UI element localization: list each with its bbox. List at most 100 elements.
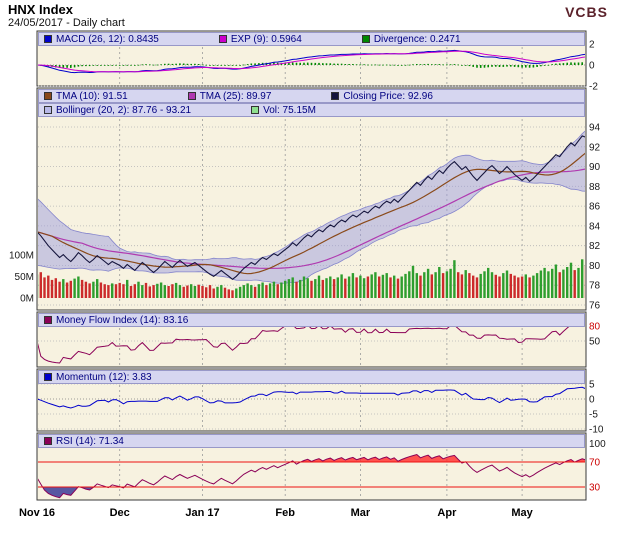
divergence-bar bbox=[269, 62, 271, 65]
divergence-bar bbox=[100, 65, 102, 66]
rsi-series-group bbox=[38, 453, 585, 499]
rsi-line bbox=[38, 453, 585, 499]
divergence-bar bbox=[190, 63, 192, 65]
divergence-bar bbox=[577, 62, 580, 65]
legend-swatch-icon bbox=[44, 437, 52, 445]
divergence-bar bbox=[295, 62, 298, 65]
divergence-bar bbox=[96, 65, 98, 66]
divergence-bar bbox=[419, 64, 422, 65]
volume-bar bbox=[381, 274, 385, 298]
volume-bar bbox=[268, 283, 272, 298]
volume-bar bbox=[577, 267, 580, 298]
legend-label: Divergence: 0.2471 bbox=[373, 33, 461, 45]
volume-bar bbox=[445, 271, 449, 298]
divergence-bar bbox=[543, 65, 546, 66]
divergence-bar bbox=[164, 63, 166, 65]
volume-bar bbox=[434, 272, 437, 298]
y-tick-label: 76 bbox=[589, 301, 601, 312]
volume-bar bbox=[246, 283, 249, 298]
volume-bar bbox=[159, 282, 163, 298]
divergence-bar bbox=[344, 64, 347, 65]
volume-bar bbox=[107, 285, 110, 298]
y-tick-label: 88 bbox=[589, 182, 601, 193]
divergence-bar bbox=[355, 64, 358, 66]
volume-bar bbox=[411, 265, 415, 299]
legend-item: EXP (9): 0.5964 bbox=[218, 34, 302, 45]
legend-label: Momentum (12): 3.83 bbox=[56, 371, 152, 383]
y-tick-label: 5 bbox=[589, 380, 595, 391]
bollinger-band bbox=[38, 131, 585, 284]
y-tick-label: 86 bbox=[589, 202, 601, 213]
divergence-bar bbox=[495, 65, 497, 67]
divergence-bar bbox=[412, 64, 414, 66]
volume-bar bbox=[280, 282, 283, 298]
y-tick-label: 82 bbox=[589, 241, 601, 252]
divergence-bar bbox=[306, 62, 309, 65]
volume-bar bbox=[415, 273, 418, 298]
divergence-bar bbox=[254, 63, 256, 65]
divergence-bar bbox=[491, 65, 493, 67]
volume-bar bbox=[216, 286, 219, 298]
divergence-bar bbox=[340, 63, 343, 65]
divergence-bar bbox=[250, 63, 253, 65]
y-tick-label: 90 bbox=[589, 162, 601, 173]
divergence-bar bbox=[126, 64, 128, 66]
volume-bar bbox=[502, 273, 505, 298]
divergence-bar bbox=[171, 63, 174, 65]
divergence-bar bbox=[205, 64, 207, 66]
divergence-bar bbox=[246, 64, 249, 65]
legend-swatch-icon bbox=[44, 316, 52, 324]
divergence-bar bbox=[284, 62, 286, 65]
y-tick-label: 70 bbox=[589, 458, 601, 469]
legend-label: Bollinger (20, 2): 87.76 - 93.21 bbox=[56, 104, 192, 116]
divergence-bar bbox=[88, 65, 91, 67]
volume-bar bbox=[47, 275, 50, 298]
volume-bar bbox=[291, 277, 294, 298]
divergence-bar bbox=[581, 62, 583, 65]
volume-bar bbox=[366, 276, 370, 298]
volume-bar bbox=[359, 275, 362, 298]
divergence-bar bbox=[111, 65, 113, 66]
volume-bar bbox=[171, 284, 174, 298]
y-tick-label: 0 bbox=[589, 395, 595, 406]
volume-bar bbox=[137, 281, 140, 298]
volume-bar bbox=[551, 268, 554, 298]
divergence-bar bbox=[393, 64, 395, 66]
volume-bar bbox=[317, 275, 321, 298]
volume-bar bbox=[174, 282, 178, 298]
divergence-bar bbox=[382, 64, 384, 66]
y-tick-label: 84 bbox=[589, 221, 601, 232]
volume-bar bbox=[385, 273, 388, 298]
y-tick-label: -5 bbox=[589, 410, 598, 421]
y-tick-label: 0 bbox=[589, 61, 595, 72]
x-tick-label: Nov 16 bbox=[19, 507, 55, 519]
volume-bar bbox=[336, 277, 339, 298]
volume-bar bbox=[96, 279, 99, 298]
x-tick-label: Jan 17 bbox=[185, 507, 219, 519]
divergence-bar bbox=[566, 62, 568, 65]
volume-bar bbox=[378, 276, 381, 298]
legend-swatch-icon bbox=[331, 92, 340, 100]
volume-bar bbox=[498, 276, 501, 298]
volume-bar bbox=[441, 273, 445, 298]
volume-bar bbox=[99, 282, 103, 298]
volume-bar bbox=[261, 282, 264, 298]
volume-bar bbox=[272, 281, 276, 298]
volume-bar bbox=[257, 284, 261, 298]
volume-bar bbox=[509, 273, 512, 298]
divergence-bar bbox=[374, 64, 377, 66]
volume-bar bbox=[539, 270, 543, 298]
x-tick-label: Mar bbox=[351, 507, 371, 519]
volume-bar bbox=[62, 279, 65, 298]
legend-item: Momentum (12): 3.83 bbox=[44, 372, 152, 383]
legend-label: TMA (10): 91.51 bbox=[56, 90, 128, 102]
volume-bar bbox=[426, 268, 430, 298]
divergence-bar bbox=[160, 64, 162, 66]
volume-bar bbox=[103, 284, 106, 298]
y-tick-label: 94 bbox=[589, 123, 601, 134]
mfi-line bbox=[38, 321, 585, 364]
volume-bar bbox=[212, 288, 215, 298]
volume-bar bbox=[393, 275, 396, 298]
volume-bar bbox=[408, 271, 411, 298]
